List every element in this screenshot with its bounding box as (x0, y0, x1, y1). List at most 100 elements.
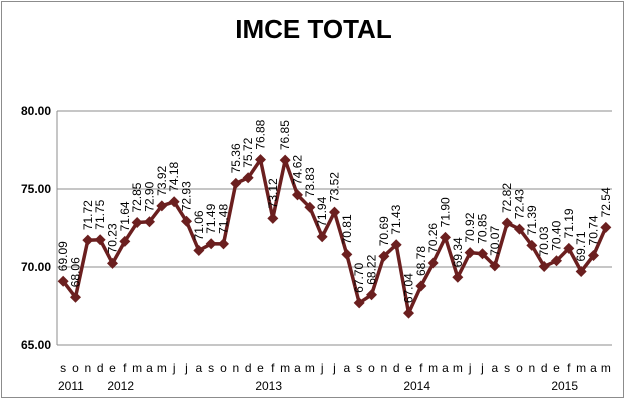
x-tick-label: o (72, 361, 79, 375)
x-tick-label: m (453, 361, 463, 375)
data-point (452, 271, 464, 283)
x-tick-label: m (576, 361, 586, 375)
data-label: 71.49 (204, 203, 218, 233)
y-tick-label: 80.00 (21, 104, 51, 118)
data-point (378, 250, 390, 262)
data-label: 74.18 (167, 161, 181, 191)
data-point (119, 235, 131, 247)
data-point (255, 154, 266, 166)
data-label: 71.06 (192, 210, 206, 240)
x-tick-label: s (60, 361, 66, 375)
x-tick-label: j (468, 361, 472, 375)
data-point (563, 242, 575, 254)
x-tick-label: f (419, 361, 423, 375)
data-label: 71.48 (217, 204, 231, 234)
x-tick-label: d (393, 361, 400, 375)
data-label: 70.07 (488, 226, 502, 256)
data-point (94, 234, 106, 246)
x-tick-label: a (146, 361, 153, 375)
data-label: 68.22 (365, 254, 379, 284)
x-tick-label: n (84, 361, 91, 375)
data-point (218, 238, 229, 250)
data-label: 74.62 (291, 155, 305, 185)
data-label: 69.09 (56, 241, 70, 271)
x-tick-label: j (172, 361, 176, 375)
data-point (267, 212, 279, 224)
data-point (181, 215, 192, 227)
year-label: 2014 (403, 379, 430, 393)
x-tick-label: j (320, 361, 324, 375)
data-point (230, 177, 242, 189)
data-point (242, 172, 254, 184)
data-label: 71.72 (81, 200, 95, 230)
data-point (168, 196, 180, 208)
data-label: 73.83 (303, 167, 317, 197)
data-point (329, 206, 340, 218)
data-point (489, 260, 501, 272)
x-tick-label: a (442, 361, 449, 375)
x-tick-label: s (356, 361, 362, 375)
data-label: 68.06 (69, 257, 83, 287)
x-tick-label: a (195, 361, 202, 375)
data-point (353, 297, 365, 309)
x-tick-label: m (428, 361, 438, 375)
data-point (156, 200, 168, 212)
data-point (477, 248, 488, 260)
data-point (82, 234, 94, 246)
data-point (57, 275, 69, 287)
data-point (464, 247, 476, 259)
x-tick-label: f (271, 361, 275, 375)
data-label: 69.34 (451, 237, 465, 267)
data-label: 75.72 (241, 137, 255, 167)
data-label: 76.88 (254, 119, 268, 149)
x-tick-label: f (123, 361, 127, 375)
x-tick-label: d (245, 361, 252, 375)
data-label: 72.82 (500, 183, 514, 213)
data-point (427, 257, 439, 269)
x-tick-label: s (208, 361, 214, 375)
x-tick-label: o (368, 361, 375, 375)
x-tick-label: s (504, 361, 510, 375)
x-tick-label: m (280, 361, 290, 375)
data-point (390, 239, 402, 251)
data-label: 72.85 (130, 182, 144, 212)
data-point (70, 291, 81, 303)
x-tick-label: a (590, 361, 597, 375)
x-tick-label: e (257, 361, 264, 375)
x-tick-label: d (541, 361, 548, 375)
data-point (107, 257, 118, 269)
data-point (279, 154, 291, 166)
x-tick-label: a (294, 361, 301, 375)
x-tick-label: n (528, 361, 535, 375)
x-tick-label: e (109, 361, 116, 375)
data-label: 73.92 (155, 165, 169, 195)
data-label: 71.64 (118, 201, 132, 231)
data-label: 71.39 (525, 205, 539, 235)
data-label: 70.85 (476, 213, 490, 243)
data-point (403, 307, 414, 319)
data-label: 72.93 (180, 181, 194, 211)
year-label: 2012 (107, 379, 134, 393)
data-point (341, 248, 353, 260)
chart-title: IMCE TOTAL (235, 14, 392, 44)
data-point (600, 221, 612, 233)
data-point (131, 217, 143, 229)
data-label: 71.94 (315, 196, 329, 226)
data-label: 71.43 (389, 204, 403, 234)
year-label: 2013 (255, 379, 282, 393)
data-label: 68.78 (414, 246, 428, 276)
x-tick-label: e (553, 361, 560, 375)
data-point (366, 289, 377, 301)
data-label: 71.90 (439, 197, 453, 227)
x-tick-label: m (132, 361, 142, 375)
x-tick-label: n (232, 361, 239, 375)
data-label: 67.04 (402, 273, 416, 303)
data-label: 72.54 (599, 187, 613, 217)
data-label: 70.92 (463, 212, 477, 242)
data-label: 70.03 (537, 226, 551, 256)
data-label: 70.74 (587, 215, 601, 245)
data-point (316, 231, 328, 243)
data-label: 70.26 (426, 223, 440, 253)
